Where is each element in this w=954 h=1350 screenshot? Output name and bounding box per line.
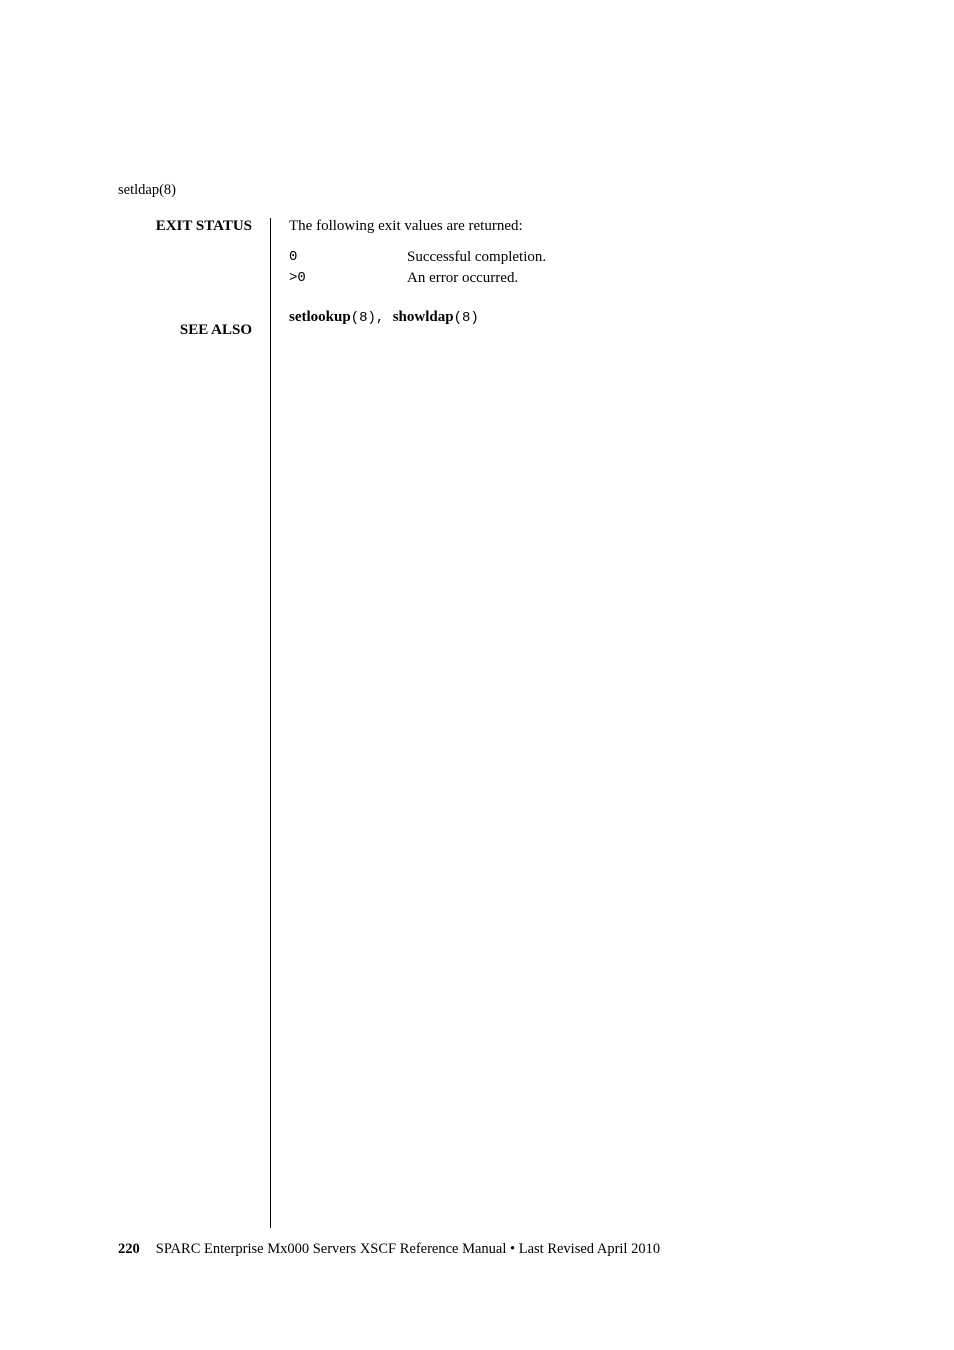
exit-status-table: 0 Successful completion. >0 An error occ… bbox=[289, 249, 546, 291]
see-also-cmd: showldap bbox=[393, 309, 454, 325]
see-also-section: (8) bbox=[454, 310, 479, 326]
exit-status-intro: The following exit values are returned: bbox=[289, 218, 836, 235]
see-also-cmd: setlookup bbox=[289, 309, 351, 325]
man-body: EXIT STATUS SEE ALSO The following exit … bbox=[118, 218, 836, 1228]
see-also-label: SEE ALSO bbox=[118, 322, 270, 339]
exit-code: >0 bbox=[289, 270, 407, 291]
see-also-section: (8) bbox=[351, 310, 376, 326]
see-also-separator: , bbox=[376, 310, 393, 326]
exit-status-label: EXIT STATUS bbox=[118, 218, 252, 235]
page-footer: 220 SPARC Enterprise Mx000 Servers XSCF R… bbox=[118, 1241, 660, 1258]
footer-text: SPARC Enterprise Mx000 Servers XSCF Refe… bbox=[156, 1241, 660, 1257]
exit-status-row: 0 Successful completion. bbox=[289, 249, 546, 270]
exit-code: 0 bbox=[289, 249, 407, 270]
exit-desc: Successful completion. bbox=[407, 249, 546, 270]
section-content-column: The following exit values are returned: … bbox=[270, 218, 836, 1228]
page-header-command: setldap(8) bbox=[118, 182, 176, 199]
page-number: 220 bbox=[118, 1241, 140, 1257]
man-page: setldap(8) EXIT STATUS SEE ALSO The foll… bbox=[0, 0, 954, 1350]
section-labels-column: EXIT STATUS SEE ALSO bbox=[118, 218, 270, 235]
exit-desc: An error occurred. bbox=[407, 270, 546, 291]
see-also-content: setlookup(8), showldap(8) bbox=[289, 309, 836, 326]
exit-status-row: >0 An error occurred. bbox=[289, 270, 546, 291]
